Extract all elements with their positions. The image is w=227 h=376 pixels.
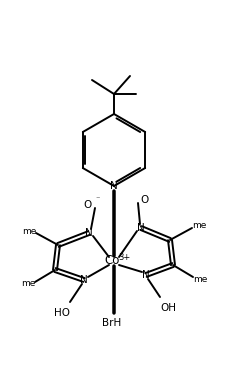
Text: N: N [136,223,144,233]
Text: ⁻: ⁻ [95,194,100,203]
Text: me: me [21,279,35,288]
Text: N: N [80,275,87,285]
Text: OH: OH [159,303,175,313]
Text: me: me [192,274,206,284]
Text: BrH: BrH [102,318,121,328]
Text: 3+: 3+ [117,253,130,261]
Text: O: O [84,200,92,210]
Text: N: N [141,270,149,280]
Text: me: me [22,226,36,235]
Text: N: N [110,181,117,191]
Text: N: N [85,228,92,238]
Text: Co: Co [104,255,119,267]
Text: O: O [140,195,148,205]
Text: me: me [191,221,205,230]
Text: HO: HO [54,308,70,318]
